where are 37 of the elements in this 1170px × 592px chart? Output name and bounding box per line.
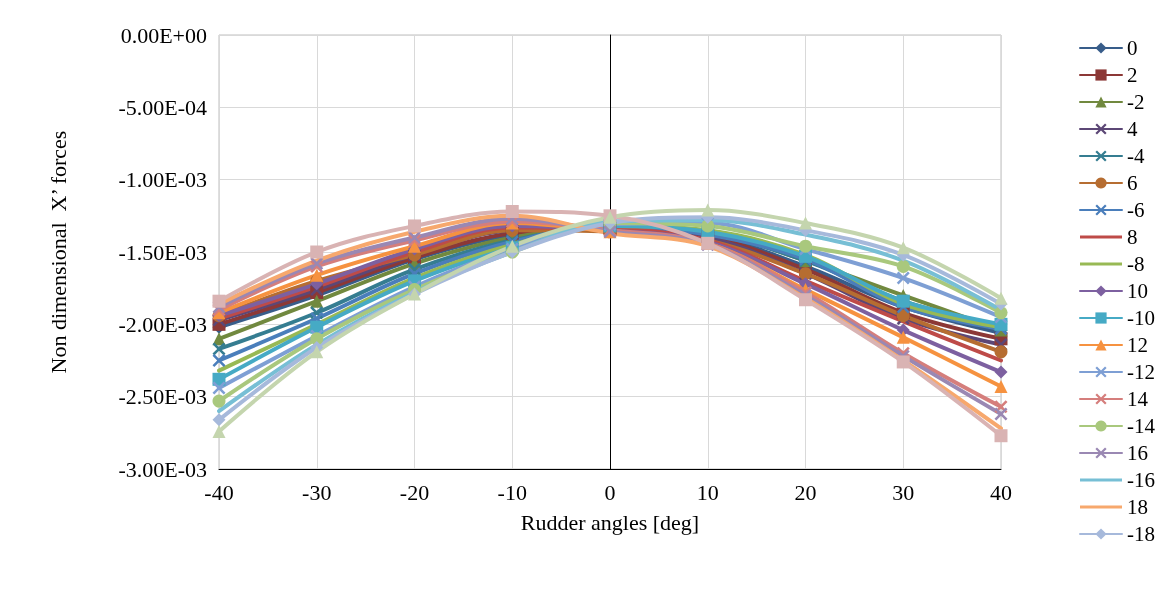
y-tick-label: -2.50E-03 <box>118 384 207 410</box>
legend-label: 14 <box>1127 387 1149 411</box>
legend-label: -18 <box>1127 522 1156 546</box>
legend-label: 6 <box>1127 171 1138 195</box>
x-tick-label: 40 <box>990 479 1012 505</box>
y-tick-label: -1.50E-03 <box>118 239 207 265</box>
y-tick-label: -5.00E-04 <box>118 94 207 120</box>
x-axis-title: Rudder angles [deg] <box>520 509 700 535</box>
legend-label: 16 <box>1127 441 1149 465</box>
legend-label: -12 <box>1127 360 1156 384</box>
legend-label: 18 <box>1127 495 1149 519</box>
x-tick-label: 0 <box>604 479 616 505</box>
legend-label: -14 <box>1127 414 1156 438</box>
legend-label: 0 <box>1127 36 1138 60</box>
y-tick-label: -3.00E-03 <box>118 456 207 482</box>
y-axis-title: Non dimensional X’ forces <box>45 130 71 374</box>
x-tick-label: 10 <box>696 479 719 505</box>
y-tick-label: -1.00E-03 <box>118 167 207 193</box>
x-tick-label: -20 <box>399 479 430 505</box>
legend-label: -10 <box>1127 306 1156 330</box>
y-tick-label: 0.00E+00 <box>120 22 207 48</box>
legend-label: 12 <box>1127 333 1149 357</box>
legend-label: -8 <box>1127 252 1145 276</box>
x-tick-label: -40 <box>204 479 234 505</box>
legend-label: 8 <box>1127 225 1138 249</box>
y-tick-label: -2.00E-03 <box>118 311 207 337</box>
legend-label: -6 <box>1127 198 1145 222</box>
x-tick-label: 20 <box>794 479 817 505</box>
legend-label: -16 <box>1127 468 1156 492</box>
x-tick-label: 30 <box>892 479 915 505</box>
x-tick-label: -30 <box>302 479 332 505</box>
legend-label: -4 <box>1127 144 1145 168</box>
x-tick-label: -10 <box>497 479 527 505</box>
legend-label: 10 <box>1127 279 1149 303</box>
legend-label: 4 <box>1127 117 1139 141</box>
legend-label: -2 <box>1127 90 1145 114</box>
legend-label: 2 <box>1127 63 1138 87</box>
